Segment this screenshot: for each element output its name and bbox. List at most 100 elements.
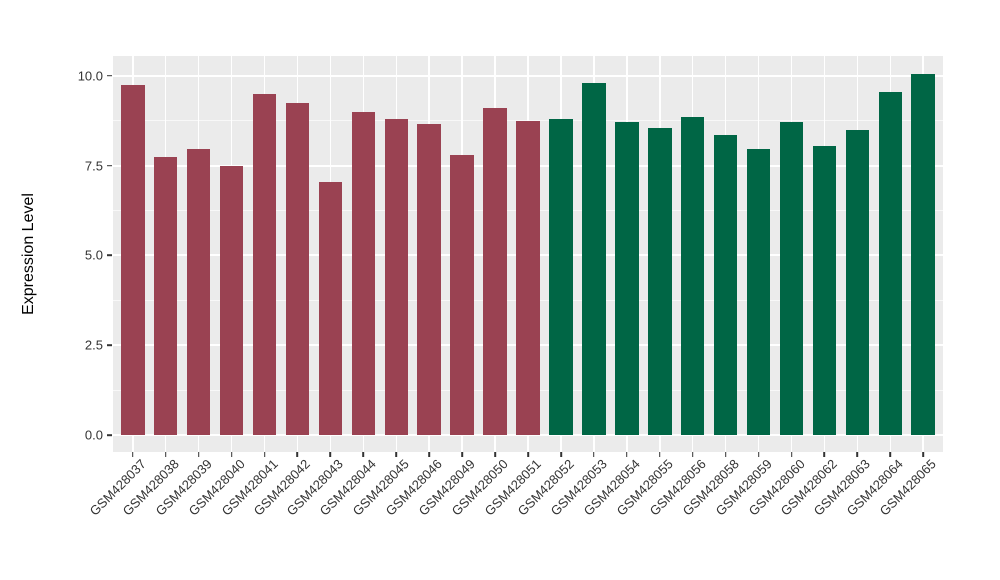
gridline-vertical [197, 56, 200, 452]
x-tick-label: GSM428046 [382, 456, 446, 519]
gridline-vertical [659, 56, 661, 452]
x-tick-mark [560, 452, 562, 457]
gridline-vertical [230, 56, 233, 452]
x-tick-label: GSM428040 [185, 456, 248, 519]
x-tick-mark [197, 452, 200, 457]
plot-panel [113, 56, 943, 452]
y-tick-label: 5.0 [84, 247, 103, 263]
bar-GSM428053 [582, 82, 606, 435]
y-tick-label: 0.0 [84, 427, 103, 443]
x-tick-label: GSM428051 [481, 456, 544, 519]
y-tick-mark [107, 434, 112, 436]
x-tick-mark [428, 452, 430, 457]
x-tick-label: GSM428044 [317, 456, 380, 519]
gridline-vertical [757, 56, 760, 452]
x-tick-label: GSM428052 [514, 456, 577, 519]
x-tick-label: GSM428059 [712, 456, 775, 519]
bars-layer [113, 56, 943, 452]
x-tick-label: GSM428053 [547, 456, 610, 519]
bar-GSM428045 [384, 118, 408, 435]
x-tick-label: GSM428038 [119, 456, 182, 519]
x-tick-mark [329, 452, 332, 457]
x-tick-mark [757, 452, 760, 457]
gridline-vertical [626, 56, 628, 452]
gridline-vertical [132, 56, 134, 452]
gridline-major-horizontal [113, 344, 943, 347]
gridline-vertical [296, 56, 299, 452]
bar-GSM428038 [153, 156, 178, 435]
bar-GSM428052 [549, 118, 573, 435]
x-tick-mark [395, 452, 398, 457]
bar-GSM428043 [318, 181, 343, 435]
x-tick-label: GSM428058 [679, 456, 742, 519]
y-tick-label: 7.5 [84, 158, 103, 174]
bar-GSM428046 [417, 124, 441, 435]
x-tick-mark [362, 452, 365, 457]
bar-GSM428056 [680, 117, 705, 435]
x-tick-mark [691, 452, 694, 457]
bar-GSM428058 [713, 134, 738, 435]
x-tick-mark [626, 452, 628, 457]
x-tick-mark [131, 452, 134, 457]
bar-GSM428064 [878, 91, 903, 435]
gridline-vertical [560, 56, 562, 452]
x-tick-mark [461, 452, 463, 457]
x-tick-mark [889, 452, 892, 457]
x-tick-label: GSM428045 [349, 456, 413, 519]
gridlines-layer [113, 56, 943, 452]
bar-GSM428062 [812, 145, 837, 435]
x-tick-label: GSM428049 [415, 456, 479, 519]
x-tick-mark [790, 452, 793, 457]
gridline-vertical [428, 56, 430, 452]
x-tick-mark [658, 452, 661, 457]
x-tick-mark [494, 452, 496, 457]
gridline-major-horizontal [113, 164, 943, 167]
gridline-vertical [329, 56, 332, 452]
bar-GSM428054 [615, 122, 639, 435]
gridline-vertical [823, 56, 826, 452]
gridline-vertical [461, 56, 463, 452]
x-tick-label: GSM428042 [251, 456, 314, 519]
x-tick-label: GSM428043 [284, 456, 347, 519]
gridline-vertical [593, 56, 595, 452]
gridline-vertical [724, 56, 727, 452]
x-tick-label: GSM428054 [580, 456, 643, 519]
x-tick-mark [296, 452, 299, 457]
bar-GSM428037 [121, 84, 145, 435]
bar-GSM428051 [516, 120, 540, 435]
gridline-minor-horizontal [113, 299, 943, 301]
gridline-major-horizontal [113, 74, 943, 77]
bar-GSM428055 [648, 127, 672, 435]
gridline-vertical [164, 56, 167, 452]
y-tick-mark [107, 164, 112, 167]
gridline-major-horizontal [113, 434, 943, 436]
gridline-vertical [691, 56, 694, 452]
x-tick-mark [823, 452, 826, 457]
y-tick-label: 2.5 [84, 337, 103, 353]
y-tick-label: 10.0 [77, 68, 103, 84]
bar-GSM428059 [746, 149, 771, 435]
y-tick-mark [107, 254, 112, 257]
x-tick-mark [164, 452, 167, 457]
gridline-vertical [527, 56, 529, 452]
bar-GSM428050 [483, 108, 507, 435]
x-tick-mark [724, 452, 727, 457]
x-tick-label: GSM428056 [646, 456, 709, 519]
bar-GSM428044 [351, 111, 376, 435]
bar-GSM428049 [450, 154, 474, 435]
x-tick-label: GSM428065 [876, 456, 940, 519]
gridline-major-horizontal [113, 254, 943, 257]
gridline-minor-horizontal [113, 120, 943, 122]
x-tick-mark [922, 452, 925, 457]
bar-GSM428060 [779, 122, 804, 435]
gridline-vertical [922, 56, 924, 452]
x-tick-label: GSM428050 [448, 456, 511, 519]
gridline-vertical [395, 56, 397, 452]
gridline-vertical [856, 56, 859, 452]
x-tick-mark [230, 452, 233, 457]
gridline-minor-horizontal [113, 389, 943, 391]
x-tick-mark [593, 452, 595, 457]
gridline-vertical [263, 56, 266, 452]
x-tick-mark [856, 452, 859, 457]
gridline-vertical [494, 56, 496, 452]
